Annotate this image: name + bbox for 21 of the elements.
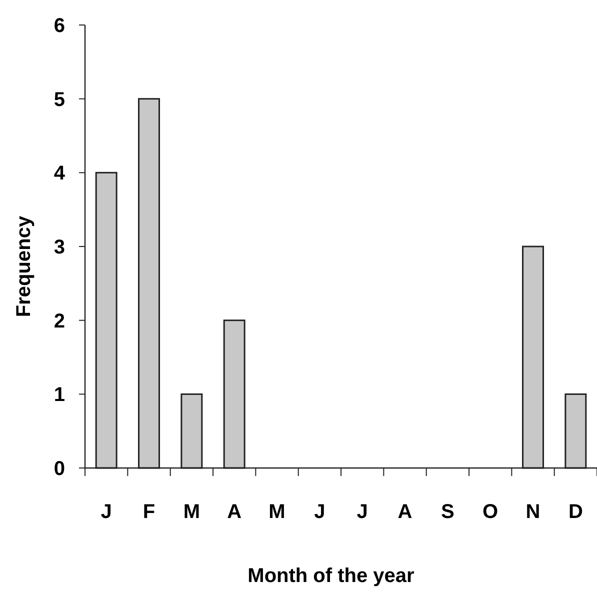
x-tick-label: M (268, 501, 286, 523)
x-tick-label: O (482, 501, 498, 523)
x-tick-label: J (356, 501, 368, 523)
x-tick-label: A (398, 501, 412, 523)
y-tick-label: 1 (54, 384, 65, 406)
y-tick-label: 0 (54, 458, 65, 480)
x-tick-label: N (526, 501, 540, 523)
x-tick-label: M (183, 501, 200, 523)
x-axis-title: Month of the year (248, 565, 415, 587)
x-tick-label: J (100, 501, 112, 523)
x-tick-label: S (440, 501, 454, 523)
y-axis-title: Frequency (13, 215, 35, 318)
y-tick-label: 3 (54, 236, 65, 258)
x-tick-label: F (142, 501, 156, 523)
y-tick-label: 2 (54, 310, 65, 332)
y-tick-label: 5 (54, 88, 65, 111)
x-tick-label: J (314, 501, 326, 523)
x-tick-label: A (227, 501, 242, 523)
y-tick-label: 4 (54, 162, 66, 185)
y-tick-label: 6 (54, 15, 65, 37)
x-tick-label: D (568, 501, 583, 523)
